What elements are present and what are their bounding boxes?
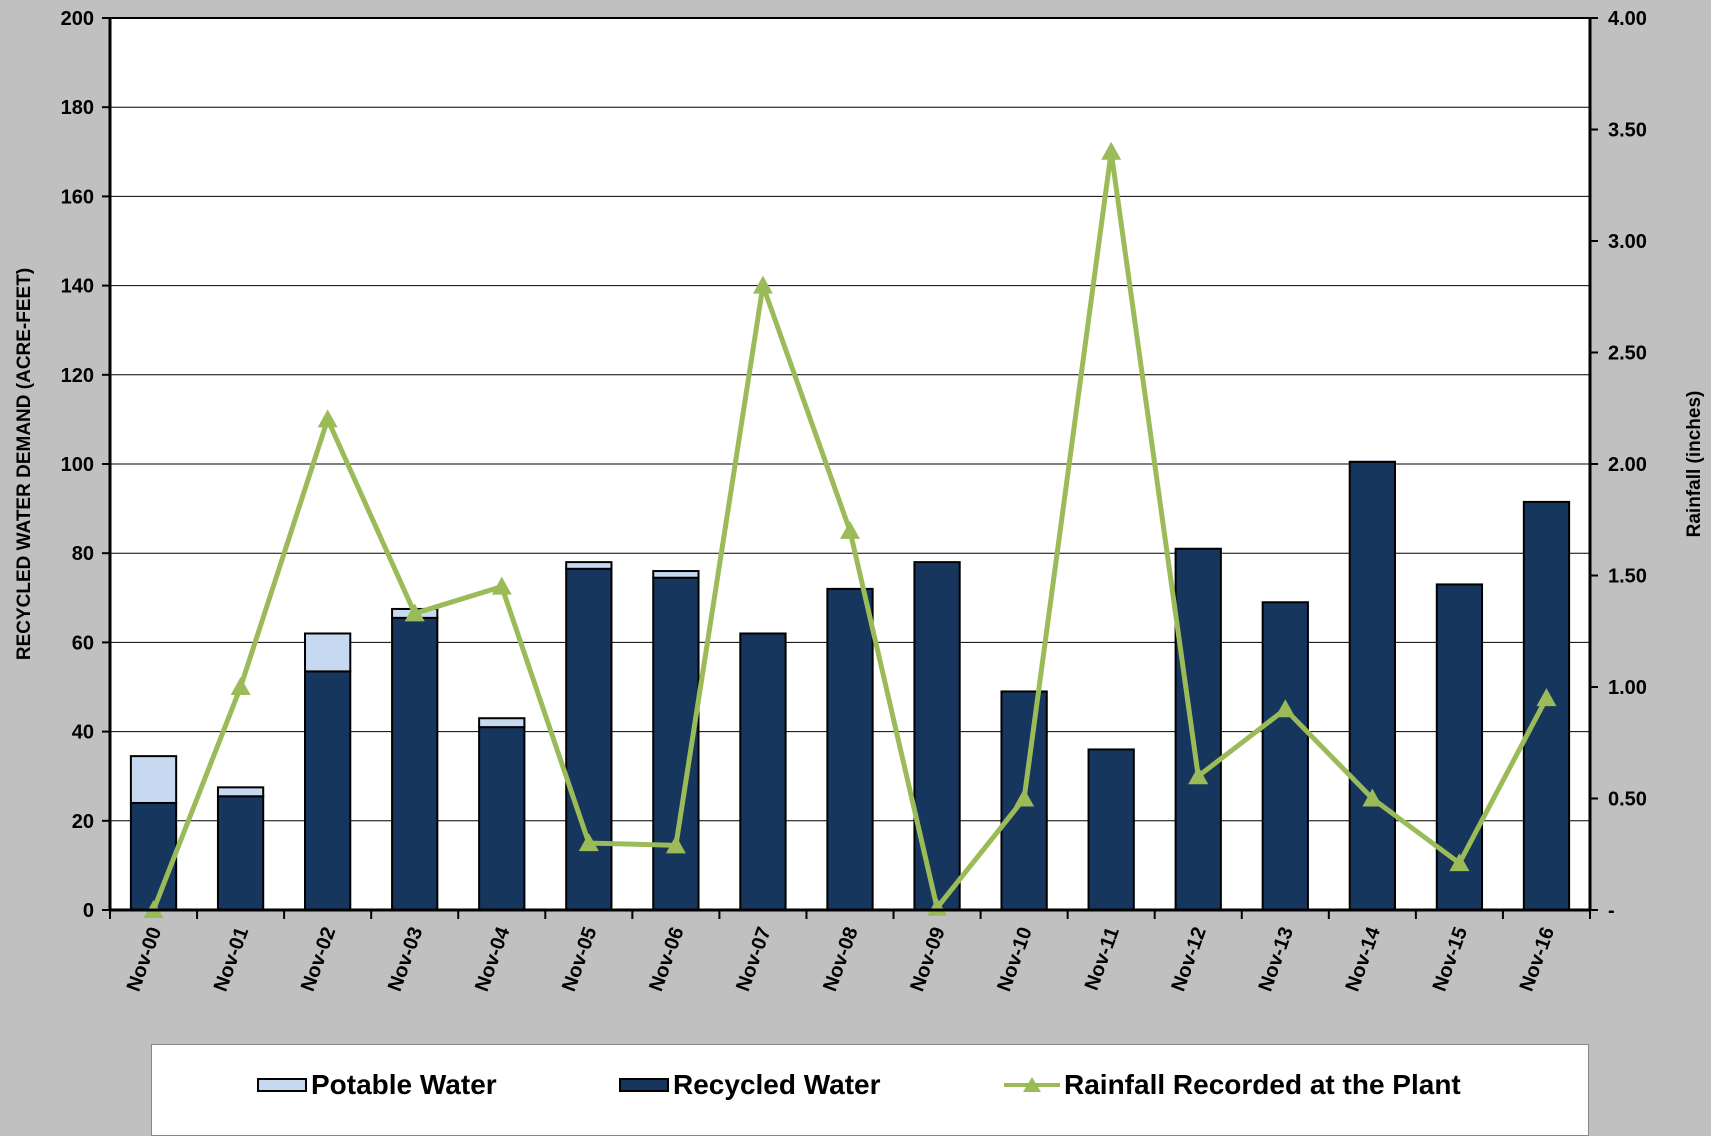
bar-recycled — [391, 616, 439, 911]
rainfall-point — [317, 409, 338, 428]
legend-label-rainfall: Rainfall Recorded at the Plant — [1064, 1069, 1461, 1100]
bar-potable — [565, 561, 613, 570]
y-tick-label: 160 — [61, 186, 94, 208]
legend: Potable Water Recycled Water Rainfall Re… — [151, 1044, 1589, 1136]
rainfall-point — [840, 520, 860, 539]
y2-tick-label: 3.00 — [1608, 231, 1647, 253]
y-axis-title: RECYCLED WATER DEMAND (ACRE-FEET) — [14, 268, 35, 660]
rainfall-point — [1188, 766, 1209, 785]
y-tick-label: 200 — [61, 8, 94, 30]
y2-tick-label: 1.50 — [1608, 566, 1647, 588]
bar-recycled — [129, 801, 178, 912]
x-tick-label: Nov-12 — [1167, 924, 1210, 994]
bar-recycled — [304, 670, 352, 912]
y2-tick-label: 0.50 — [1608, 789, 1647, 811]
y-tick-label: 180 — [61, 97, 94, 119]
y-tick-label: 140 — [61, 276, 94, 298]
y2-tick-label: 3.50 — [1608, 120, 1647, 142]
rainfall-point — [665, 835, 686, 854]
legend-item-recycled: Recycled Water — [619, 1067, 881, 1103]
y-tick-label: 40 — [72, 722, 94, 744]
bar-potable — [216, 786, 265, 798]
rainfall-point — [404, 603, 425, 622]
y-tick-label: 0 — [83, 900, 94, 922]
rainfall-point — [1014, 788, 1035, 807]
x-tick-label: Nov-06 — [645, 924, 688, 994]
x-tick-label: Nov-07 — [732, 924, 775, 994]
x-tick-label: Nov-14 — [1342, 923, 1386, 994]
bar-recycled — [1087, 748, 1135, 911]
x-tick-label: Nov-03 — [384, 924, 427, 994]
legend-item-potable: Potable Water — [257, 1067, 497, 1103]
bar-recycled — [1348, 460, 1396, 911]
legend-item-rainfall: Rainfall Recorded at the Plant — [1004, 1067, 1461, 1103]
bar-recycled — [739, 632, 787, 911]
bar-potable — [129, 755, 178, 804]
x-tick-label: Nov-08 — [819, 924, 862, 994]
x-tick-label: Nov-15 — [1429, 924, 1472, 994]
x-tick-label: Nov-13 — [1255, 924, 1298, 994]
bar-recycled — [913, 561, 961, 911]
y-tick-label: 20 — [72, 811, 94, 833]
rainfall-point — [578, 833, 599, 852]
rainfall-point — [1536, 688, 1557, 707]
bar-potable — [652, 570, 700, 579]
y2-tick-label: 1.00 — [1608, 677, 1647, 699]
y2-axis-title: Rainfall (inches) — [1684, 391, 1705, 538]
rainfall-point — [1362, 788, 1383, 807]
rainfall-point — [1101, 141, 1122, 160]
bar-recycled — [826, 587, 874, 911]
rainfall-point — [491, 576, 512, 595]
y2-tick-label: 2.50 — [1608, 343, 1647, 365]
rainfall-point — [752, 275, 773, 294]
bar-recycled — [216, 795, 265, 912]
x-tick-label: Nov-00 — [123, 924, 166, 994]
bar-recycled — [565, 567, 613, 911]
y2-tick-label: 4.00 — [1608, 8, 1647, 30]
x-tick-label: Nov-16 — [1516, 924, 1559, 994]
y-tick-label: 60 — [72, 632, 94, 654]
y-tick-label: 120 — [61, 365, 94, 387]
bar-recycled — [1174, 547, 1222, 911]
bar-recycled — [1261, 601, 1309, 911]
legend-swatch-recycled — [619, 1078, 669, 1092]
legend-label-potable: Potable Water — [311, 1069, 497, 1100]
y2-tick-label: 2.00 — [1608, 454, 1647, 476]
x-tick-label: Nov-11 — [1081, 924, 1124, 993]
x-tick-label: Nov-05 — [558, 924, 601, 994]
bar-potable — [304, 632, 352, 673]
rainfall-point — [1449, 853, 1470, 872]
x-tick-label: Nov-02 — [297, 924, 340, 994]
bar-potable — [478, 717, 526, 729]
legend-marker-rainfall — [1004, 1075, 1060, 1095]
rainfall-point — [1275, 699, 1296, 718]
x-tick-label: Nov-04 — [471, 923, 515, 994]
x-tick-label: Nov-09 — [906, 924, 949, 994]
bar-recycled — [478, 726, 526, 912]
x-tick-label: Nov-10 — [993, 924, 1036, 994]
y-tick-label: 80 — [72, 543, 94, 565]
legend-swatch-potable — [257, 1078, 307, 1092]
x-tick-label: Nov-01 — [210, 924, 253, 994]
y-tick-label: 100 — [61, 454, 94, 476]
rainfall-point — [230, 677, 251, 695]
y2-tick-label: - — [1608, 900, 1615, 922]
legend-label-recycled: Recycled Water — [673, 1069, 881, 1100]
